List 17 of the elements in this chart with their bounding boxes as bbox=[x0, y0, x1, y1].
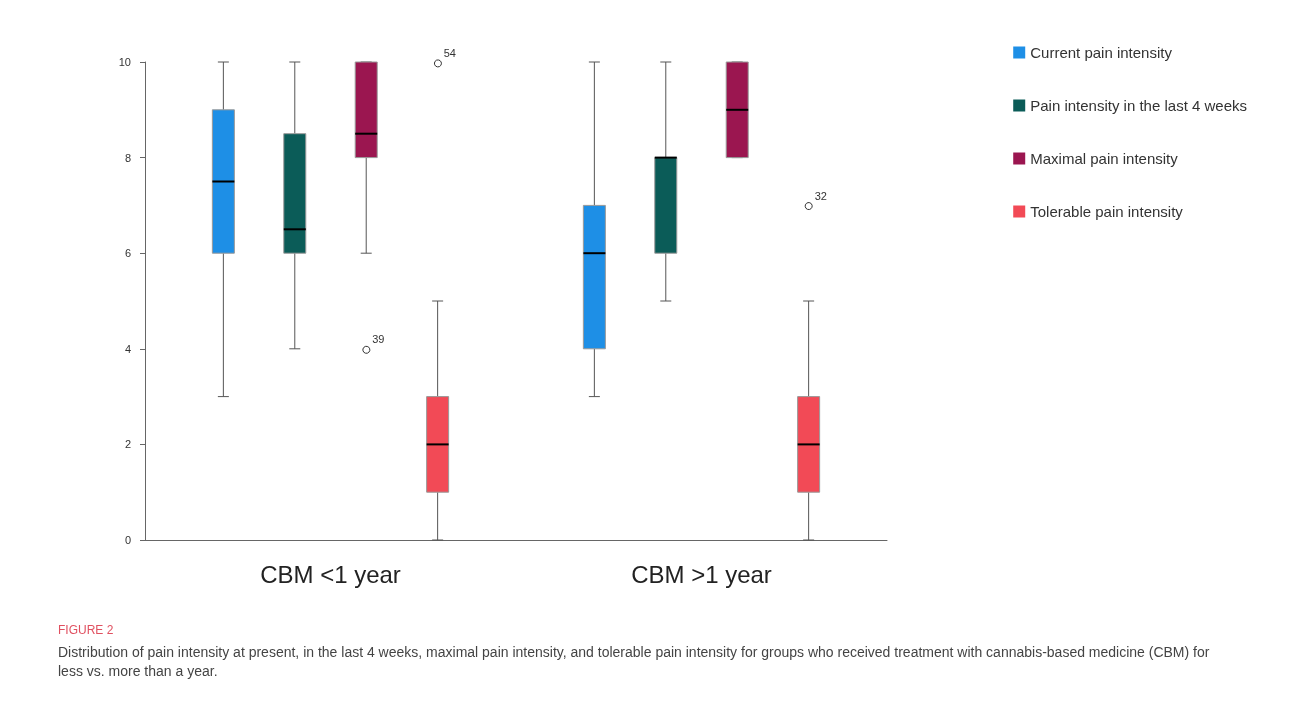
caption: FIGURE 2 bbox=[58, 622, 115, 639]
legend-label: Maximal pain intensity bbox=[1030, 150, 1179, 167]
y-tick-label: 8 bbox=[124, 151, 131, 164]
legend-label: Current pain intensity bbox=[1030, 44, 1173, 61]
y-tick-label: 6 bbox=[124, 247, 131, 260]
legend-label: Pain intensity in the last 4 weeks bbox=[1030, 97, 1248, 114]
x-tick-label: CBM <1 year bbox=[260, 560, 401, 588]
x-tick-label: CBM >1 year bbox=[631, 560, 772, 588]
y-tick-label: 4 bbox=[124, 342, 131, 355]
y-tick-label: 2 bbox=[124, 438, 131, 451]
annotation: 32 bbox=[814, 189, 827, 202]
y-tick-label: 10 bbox=[118, 56, 131, 68]
annotation: 39 bbox=[372, 333, 385, 346]
y-tick-label: 0 bbox=[124, 534, 131, 546]
text: Distribution of pain intensity at present, in the last 4 weeks, maximal pain intensity, and tolerable pain intensity for groups who received treatment with cannabis-based medicine (CBM) for less vs. more than a year. bbox=[58, 642, 1211, 682]
legend-label: Tolerable pain intensity bbox=[1030, 203, 1184, 220]
text: 54 bbox=[443, 46, 456, 59]
